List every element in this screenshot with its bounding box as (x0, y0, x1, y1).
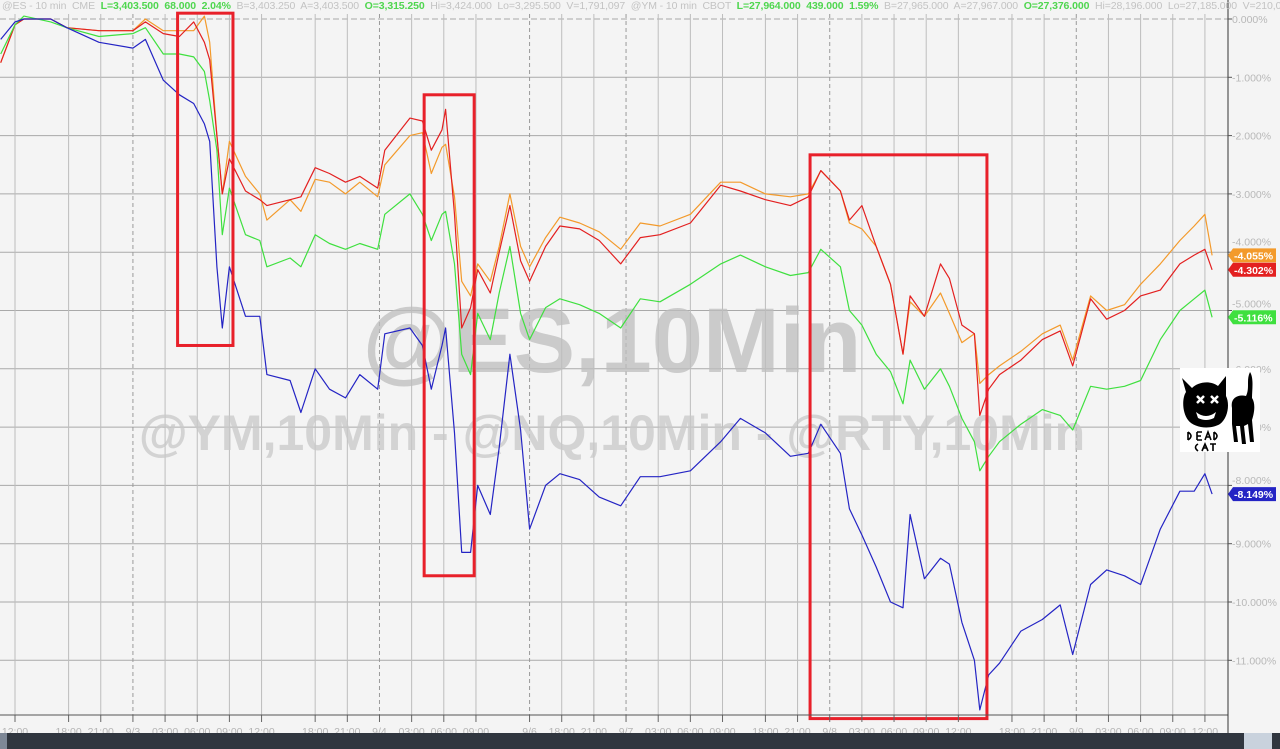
dead-cat-icon (1182, 372, 1255, 452)
series-line-4 (0, 18, 1213, 711)
y-tick-label: -1.000% (1232, 72, 1271, 84)
y-tick-label: -10.000% (1232, 597, 1277, 609)
header-segment: O=27,376.000 (1023, 0, 1090, 12)
x-tick-label: 9/3 (126, 726, 141, 733)
tag-background (1228, 262, 1276, 277)
last-value-tag: -8.149% (1228, 487, 1276, 502)
y-tick-label: 0.000% (1232, 14, 1268, 26)
x-tick-label: 21:00 (88, 726, 114, 733)
x-tick-label: 21:00 (334, 726, 360, 733)
series-group (0, 15, 1213, 711)
scroll-thumb[interactable] (1244, 733, 1272, 749)
y-tick-label: -5.000% (1232, 298, 1271, 310)
horizontal-scrollbar[interactable] (0, 733, 1280, 749)
header-segment: @ES - 10 min CME (2, 0, 101, 12)
tag-value: -4.302% (1234, 265, 1274, 277)
watermark-main: @ES,10Min (363, 290, 862, 392)
tag-background (1228, 487, 1276, 502)
highlight-box (176, 11, 235, 347)
x-tick-label: 9/9 (1069, 726, 1084, 733)
x-tick-label: 9/6 (522, 726, 537, 733)
highlight-box (808, 153, 989, 721)
x-axis: 12:00 18:00 21:00 9/3 03:00 06:00 09:00 12:00 18… (0, 714, 1228, 733)
x-tick-label: 06:00 (1127, 726, 1153, 733)
tag-value: -5.116% (1234, 312, 1273, 324)
x-tick-label: 12:00 (1192, 726, 1218, 733)
annotation-boxes (176, 11, 989, 721)
y-tick-label: -3.000% (1232, 189, 1271, 201)
x-tick-label: 03:00 (849, 726, 875, 733)
x-tick-label: 18:00 (55, 726, 81, 733)
x-tick-label: 9/8 (822, 726, 837, 733)
header-segment: L=27,964.000 439.000 1.59% (736, 0, 879, 12)
x-tick-label: 03:00 (1095, 726, 1121, 733)
watermark-secondary: @YM,10Min - @NQ,10Min - @RTY,10Min (139, 405, 1085, 461)
last-value-tag: -4.302% (1228, 262, 1276, 277)
y-tick-label: -2.000% (1232, 131, 1271, 143)
x-tick-label: 09:00 (913, 726, 939, 733)
y-tick-label: -8.000% (1232, 475, 1271, 487)
dead-cat-logo (1180, 368, 1260, 452)
x-tick-label: 21:00 (1031, 726, 1057, 733)
x-tick-label: 03:00 (398, 726, 424, 733)
x-tick-label: 03:00 (152, 726, 178, 733)
x-tick-label: 06:00 (184, 726, 210, 733)
y-tick-label: -4.000% (1232, 236, 1271, 248)
x-tick-label: 09:00 (709, 726, 735, 733)
series-line-3 (0, 15, 1213, 472)
x-tick-label: 12:00 (248, 726, 274, 733)
header-segment: B=27,965.000 A=27,967.000 (878, 0, 1024, 12)
x-tick-label: 9/4 (372, 726, 387, 733)
scroll-left-handle[interactable] (0, 733, 7, 749)
x-tick-label: 09:00 (1160, 726, 1186, 733)
quote-header: @ES - 10 min CME L=3,403.500 68.000 2.04… (2, 0, 1280, 13)
y-tick-label: -11.000% (1232, 655, 1276, 667)
highlight-box (422, 93, 476, 578)
header-segment: Hi=3,424.000 Lo=3,295.500 V=1,791,097 @Y… (424, 0, 737, 12)
x-tick-label: 06:00 (677, 726, 703, 733)
x-tick-label: 18:00 (302, 726, 328, 733)
header-segment: L=3,403.500 68.000 2.04% (100, 0, 231, 12)
y-tick-label: -9.000% (1232, 539, 1271, 551)
last-value-tag: -4.055% (1228, 248, 1276, 263)
x-tick-label: 21:00 (784, 726, 810, 733)
x-tick-label: 12:00 (2, 726, 28, 733)
last-value-tags: -4.055% -4.302% -5.116% -8.149% (1228, 248, 1276, 502)
x-tick-label: 06:00 (881, 726, 907, 733)
header-segment: Hi=28,196.000 Lo=27,185.000 V=210,0... (1089, 0, 1280, 12)
watermark: @ES,10Min @YM,10Min - @NQ,10Min - @RTY,1… (139, 290, 1085, 461)
x-tick-label: 09:00 (463, 726, 489, 733)
x-tick-label: 9/7 (619, 726, 634, 733)
x-tick-label: 03:00 (645, 726, 671, 733)
x-tick-label: 12:00 (945, 726, 971, 733)
x-tick-label: 21:00 (581, 726, 607, 733)
series-line-2 (0, 18, 1213, 416)
line-chart: @ES,10Min @YM,10Min - @NQ,10Min - @RTY,1… (0, 0, 1277, 733)
grid (0, 14, 1228, 715)
y-axis: 0.000% -1.000% -2.000% -3.000% -4.000% -5.000… (1227, 0, 1277, 733)
x-tick-label: 06:00 (431, 726, 457, 733)
tag-background (1228, 310, 1276, 325)
x-tick-label: 09:00 (216, 726, 242, 733)
last-value-tag: -5.116% (1228, 310, 1276, 325)
x-tick-label: 18:00 (999, 726, 1025, 733)
header-segment: O=3,315.250 (364, 0, 425, 12)
x-tick-label: 18:00 (549, 726, 575, 733)
x-tick-label: 18:00 (752, 726, 778, 733)
tag-background (1228, 248, 1276, 263)
header-segment: B=3,403.250 A=3,403.500 (230, 0, 365, 12)
tag-value: -8.149% (1234, 489, 1274, 501)
tag-value: -4.055% (1234, 250, 1274, 262)
